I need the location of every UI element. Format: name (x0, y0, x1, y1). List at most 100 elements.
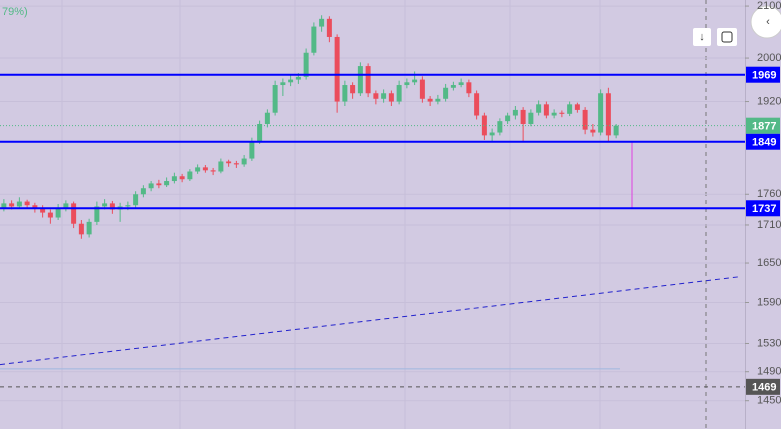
candle-body (156, 183, 162, 186)
candle-body (357, 66, 363, 94)
price-label-box (746, 378, 780, 395)
candle-body (40, 207, 46, 213)
toolbar[interactable]: ↓ ‹ (693, 5, 781, 46)
candle-body (559, 112, 565, 114)
y-tick-label: 1650 (757, 257, 781, 269)
candle-body (164, 181, 170, 186)
candle-body (55, 207, 61, 218)
candle-body (78, 223, 84, 235)
candle-body (427, 98, 433, 102)
candle-body (109, 203, 115, 210)
price-label: 1737 (752, 203, 776, 215)
price-label: 1877 (752, 121, 776, 133)
candle-body (481, 115, 487, 136)
candle-body (63, 203, 69, 208)
y-tick-label: 1710 (757, 219, 781, 231)
candle-body (350, 85, 356, 94)
trendline (0, 276, 741, 366)
candle-body (419, 79, 425, 99)
price-label: 1969 (752, 70, 776, 82)
fullscreen-icon (721, 31, 733, 43)
candle-body (125, 205, 131, 207)
candle-body (133, 194, 139, 206)
candle-body (435, 98, 441, 102)
price-label-box (746, 117, 780, 134)
scroll-icon: ↓ (699, 31, 705, 43)
candle-body (590, 129, 596, 133)
candle-body (474, 93, 480, 116)
candle-body (373, 93, 379, 99)
candle-body (94, 206, 100, 222)
price-label: 1849 (752, 137, 776, 149)
y-tick-label: 2000 (757, 52, 781, 64)
candle-body (512, 109, 518, 116)
price-label-box (746, 200, 780, 217)
candle-body (450, 85, 456, 88)
candle-body (272, 85, 278, 113)
candle-body (319, 18, 325, 27)
candle-body (582, 109, 588, 130)
nav-button[interactable] (750, 5, 781, 39)
candle-body (171, 176, 177, 182)
price-label-box (746, 133, 780, 150)
y-tick-label: 1590 (757, 296, 781, 308)
candle-body (303, 52, 309, 77)
candle-body (140, 188, 146, 195)
candle-body (543, 104, 549, 116)
fullscreen-button[interactable] (717, 28, 737, 46)
scroll-button[interactable] (693, 28, 711, 46)
candle-body (249, 141, 255, 159)
candle-body (567, 104, 573, 114)
nav-icon: ‹ (766, 16, 770, 28)
candle-body (16, 201, 22, 207)
candle-body (613, 125, 619, 136)
candle-body (551, 112, 557, 116)
candle-body (497, 121, 503, 133)
candle-body (489, 132, 495, 136)
candle-body (210, 170, 216, 172)
candle-body (458, 82, 464, 86)
candle-body (280, 82, 286, 86)
candle-body (381, 93, 387, 99)
candle-body (47, 212, 53, 218)
candle-body (520, 109, 526, 124)
candle-body (86, 221, 92, 235)
candle-body (326, 18, 332, 37)
candle-body (24, 201, 30, 206)
candle-body (404, 82, 410, 86)
candle-body (598, 93, 604, 133)
candle-body (295, 76, 301, 80)
change-label: 79%) (2, 6, 28, 18)
candle-body (264, 112, 270, 124)
grid (61, 0, 601, 429)
candle-body (233, 163, 239, 165)
candle-body (536, 104, 542, 113)
candle-body (388, 93, 394, 102)
candle-body (9, 203, 15, 207)
y-tick-label: 2100 (757, 0, 781, 12)
candle-body (412, 79, 418, 83)
y-tick-label: 1760 (757, 188, 781, 200)
candle-body (365, 66, 371, 94)
candle-body (396, 85, 402, 102)
candle-body (443, 87, 449, 99)
y-tick-label: 1450 (757, 395, 781, 407)
candle-body (257, 123, 263, 142)
candle-body (71, 203, 77, 224)
price-label: 1469 (752, 382, 776, 394)
candle-body (226, 161, 232, 164)
candle-body (466, 82, 472, 94)
candle-body (342, 85, 348, 102)
candle-body (505, 115, 511, 122)
candle-body (218, 161, 224, 172)
price-label-box (746, 66, 780, 83)
candle-body (311, 26, 317, 53)
candle-body (202, 167, 208, 171)
candle-body (102, 203, 108, 207)
candle-body (574, 104, 580, 110)
y-tick-label: 1530 (757, 337, 781, 349)
candle-body (528, 112, 534, 124)
candle-body (187, 171, 193, 180)
